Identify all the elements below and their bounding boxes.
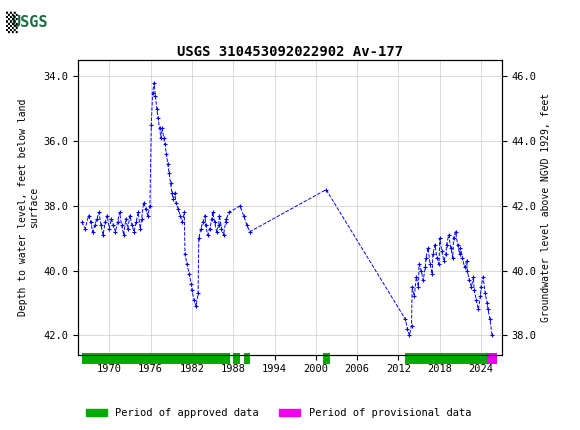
Y-axis label: Groundwater level above NGVD 1929, feet: Groundwater level above NGVD 1929, feet (541, 93, 550, 322)
FancyBboxPatch shape (6, 3, 81, 42)
Text: ▒: ▒ (6, 12, 17, 34)
Text: USGS: USGS (12, 15, 48, 30)
Y-axis label: Depth to water level, feet below land
surface: Depth to water level, feet below land su… (18, 99, 39, 316)
Legend: Period of approved data, Period of provisional data: Period of approved data, Period of provi… (82, 404, 475, 423)
Text: USGS 310453092022902 Av-177: USGS 310453092022902 Av-177 (177, 45, 403, 59)
